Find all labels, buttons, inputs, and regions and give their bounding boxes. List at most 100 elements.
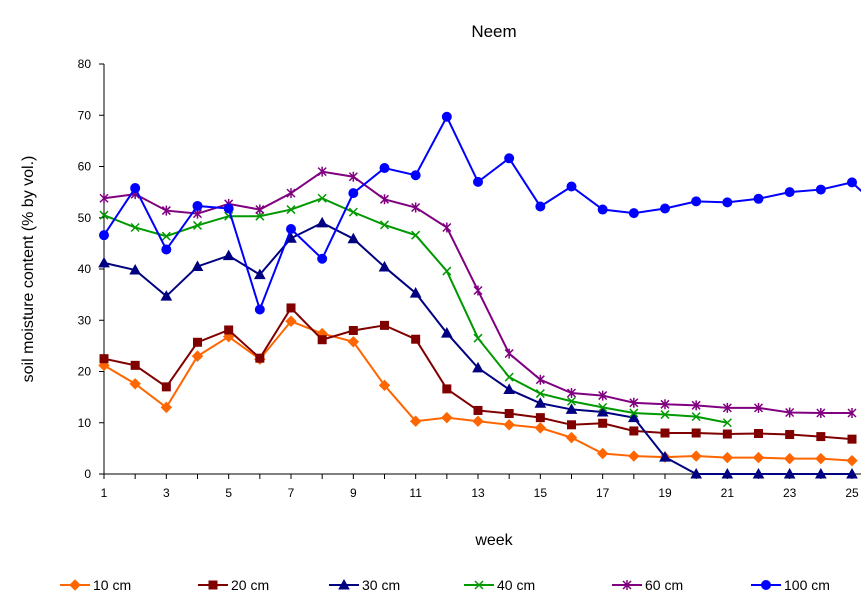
y-tick-label: 10 xyxy=(78,416,92,430)
data-point xyxy=(380,320,389,330)
data-point xyxy=(161,231,171,241)
data-point xyxy=(130,222,140,233)
data-point xyxy=(753,193,764,204)
legend-item: 20 cm xyxy=(198,577,269,593)
data-point xyxy=(99,193,109,204)
data-point xyxy=(815,452,827,465)
x-tick-label: 11 xyxy=(409,486,422,500)
y-tick-label: 40 xyxy=(78,262,92,276)
data-point xyxy=(598,390,608,401)
data-point xyxy=(565,403,578,414)
data-point xyxy=(722,429,732,439)
data-point xyxy=(473,176,483,187)
data-point xyxy=(99,354,109,364)
data-point xyxy=(254,304,265,315)
data-point xyxy=(846,467,858,479)
data-point xyxy=(473,333,483,343)
data-point xyxy=(409,287,422,298)
data-point xyxy=(222,249,235,261)
data-point xyxy=(596,405,609,417)
series-line xyxy=(103,114,861,313)
x-axis-title: week xyxy=(474,532,513,549)
data-point xyxy=(847,177,857,188)
data-point xyxy=(379,220,390,230)
x-tick-label: 15 xyxy=(534,486,548,500)
data-point xyxy=(691,428,701,438)
data-point xyxy=(99,210,109,220)
data-point xyxy=(192,200,203,211)
series-layer xyxy=(98,111,861,479)
data-point xyxy=(442,222,452,233)
data-point xyxy=(816,408,826,419)
data-point xyxy=(535,389,545,399)
data-point xyxy=(317,166,327,177)
chart-title: Neem xyxy=(471,22,516,41)
data-point xyxy=(846,454,858,467)
x-tick-label: 21 xyxy=(721,486,735,500)
data-point xyxy=(783,452,796,465)
data-point xyxy=(566,181,577,192)
x-tick-label: 23 xyxy=(783,486,797,500)
series-line xyxy=(103,320,853,462)
data-point xyxy=(286,205,296,215)
series-100-cm xyxy=(99,111,861,315)
data-point xyxy=(722,418,732,428)
data-point xyxy=(224,325,234,335)
data-point xyxy=(503,419,515,431)
data-point xyxy=(598,402,608,412)
data-point xyxy=(161,382,171,392)
data-point xyxy=(722,402,732,413)
data-point xyxy=(409,415,422,427)
data-point xyxy=(161,244,172,255)
data-point xyxy=(535,413,545,423)
data-point xyxy=(566,396,577,406)
y-tick-label: 0 xyxy=(84,467,91,481)
data-point xyxy=(628,208,639,219)
data-point xyxy=(192,220,203,230)
data-point xyxy=(628,450,640,462)
series-10-cm xyxy=(98,315,858,467)
legend: 10 cm 20 cm 30 cm 40 cm 60 cm 100 cm xyxy=(60,577,830,593)
data-point xyxy=(316,216,329,228)
data-point xyxy=(160,401,173,414)
data-point xyxy=(410,170,421,181)
x-tick-label: 13 xyxy=(471,486,485,500)
x-tick-label: 17 xyxy=(596,486,610,500)
legend-label: 100 cm xyxy=(784,577,830,593)
data-point xyxy=(504,409,514,419)
data-point xyxy=(565,431,578,444)
y-tick-label: 50 xyxy=(78,211,92,225)
legend-item: 100 cm xyxy=(751,577,830,593)
x-tick-label: 5 xyxy=(225,486,232,500)
data-point xyxy=(722,197,733,208)
series-line xyxy=(103,221,852,475)
x-tick-label: 3 xyxy=(163,486,170,500)
data-point xyxy=(690,467,703,479)
data-point xyxy=(348,171,358,182)
legend-item: 10 cm xyxy=(60,577,131,593)
y-tick-label: 80 xyxy=(78,57,92,71)
data-point xyxy=(348,326,358,335)
x-tick-label: 25 xyxy=(845,486,859,500)
data-point xyxy=(598,418,608,428)
data-point xyxy=(534,397,547,408)
data-point xyxy=(473,285,483,296)
data-point xyxy=(847,408,857,419)
data-point xyxy=(286,188,296,199)
data-point xyxy=(815,184,826,195)
data-point xyxy=(130,360,140,370)
data-point xyxy=(504,348,514,359)
x-tick-label: 9 xyxy=(350,486,357,500)
data-point xyxy=(784,187,795,198)
data-point xyxy=(347,336,360,348)
data-point xyxy=(596,447,609,460)
data-point xyxy=(99,230,109,241)
data-point xyxy=(691,400,701,411)
data-point xyxy=(130,183,141,194)
legend-label: 20 cm xyxy=(231,577,269,593)
data-point xyxy=(629,426,639,436)
data-point xyxy=(193,337,202,347)
x-tick-label: 7 xyxy=(288,486,295,500)
